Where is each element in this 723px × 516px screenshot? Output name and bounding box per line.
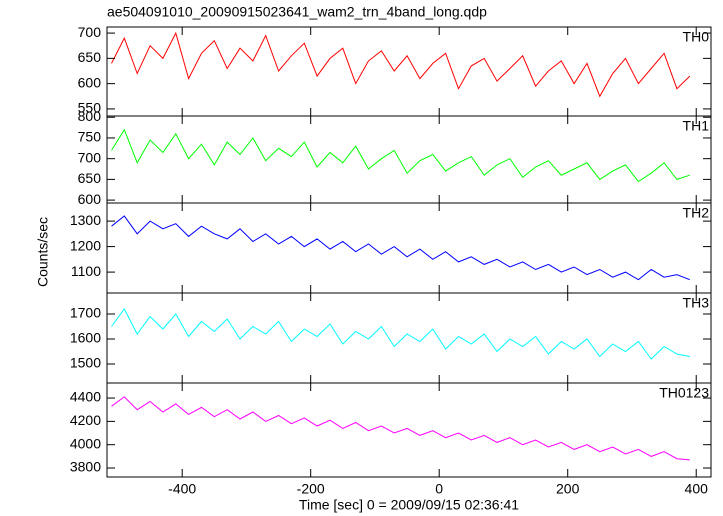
y-tick-label: 1300 (70, 212, 101, 228)
y-tick-label: 800 (78, 108, 102, 124)
panel-frame (106, 26, 712, 117)
y-tick-label: 600 (78, 191, 102, 207)
y-tick-label: 4000 (70, 435, 101, 451)
y-tick-label: 750 (78, 129, 102, 145)
panel-label: TH3 (683, 295, 710, 311)
data-line (111, 128, 690, 183)
data-line (111, 308, 690, 360)
panel-frame (106, 292, 712, 384)
panel-frame (106, 115, 712, 204)
y-tick-label: 1200 (70, 237, 101, 253)
y-tick-label: 650 (78, 170, 102, 186)
panel-label: TH2 (683, 205, 710, 221)
panel-frame (106, 382, 712, 478)
y-tick-label: 550 (78, 100, 102, 116)
x-tick-label: 200 (556, 481, 580, 497)
x-tick-label: -400 (168, 481, 196, 497)
y-tick-label: 1700 (70, 305, 101, 321)
y-tick-label: 4200 (70, 412, 101, 428)
data-line (111, 31, 691, 98)
chart-title: ae504091010_20090915023641_wam2_trn_4ban… (107, 4, 487, 20)
data-line (111, 215, 690, 281)
x-axis-label: Time [sec] 0 = 2009/09/15 02:36:41 (299, 497, 519, 513)
x-tick-label: 400 (685, 481, 709, 497)
panel-frame (106, 202, 712, 294)
data-line (111, 396, 690, 461)
y-tick-label: 1100 (71, 263, 101, 279)
y-tick-label: 700 (78, 24, 102, 40)
y-axis-label: Counts/sec (35, 217, 51, 287)
y-tick-label: 1500 (70, 355, 101, 371)
panel-label: TH0 (683, 29, 710, 45)
x-tick-label: -200 (297, 481, 325, 497)
x-tick-label: 0 (435, 481, 443, 497)
panel-label: TH0123 (659, 385, 709, 401)
y-tick-label: 650 (78, 49, 102, 65)
y-tick-label: 1600 (70, 330, 101, 346)
y-tick-label: 700 (78, 149, 102, 165)
y-tick-label: 4400 (70, 389, 101, 405)
panel-label: TH1 (683, 118, 710, 134)
y-tick-label: 3800 (70, 459, 101, 475)
y-tick-label: 600 (78, 74, 102, 90)
